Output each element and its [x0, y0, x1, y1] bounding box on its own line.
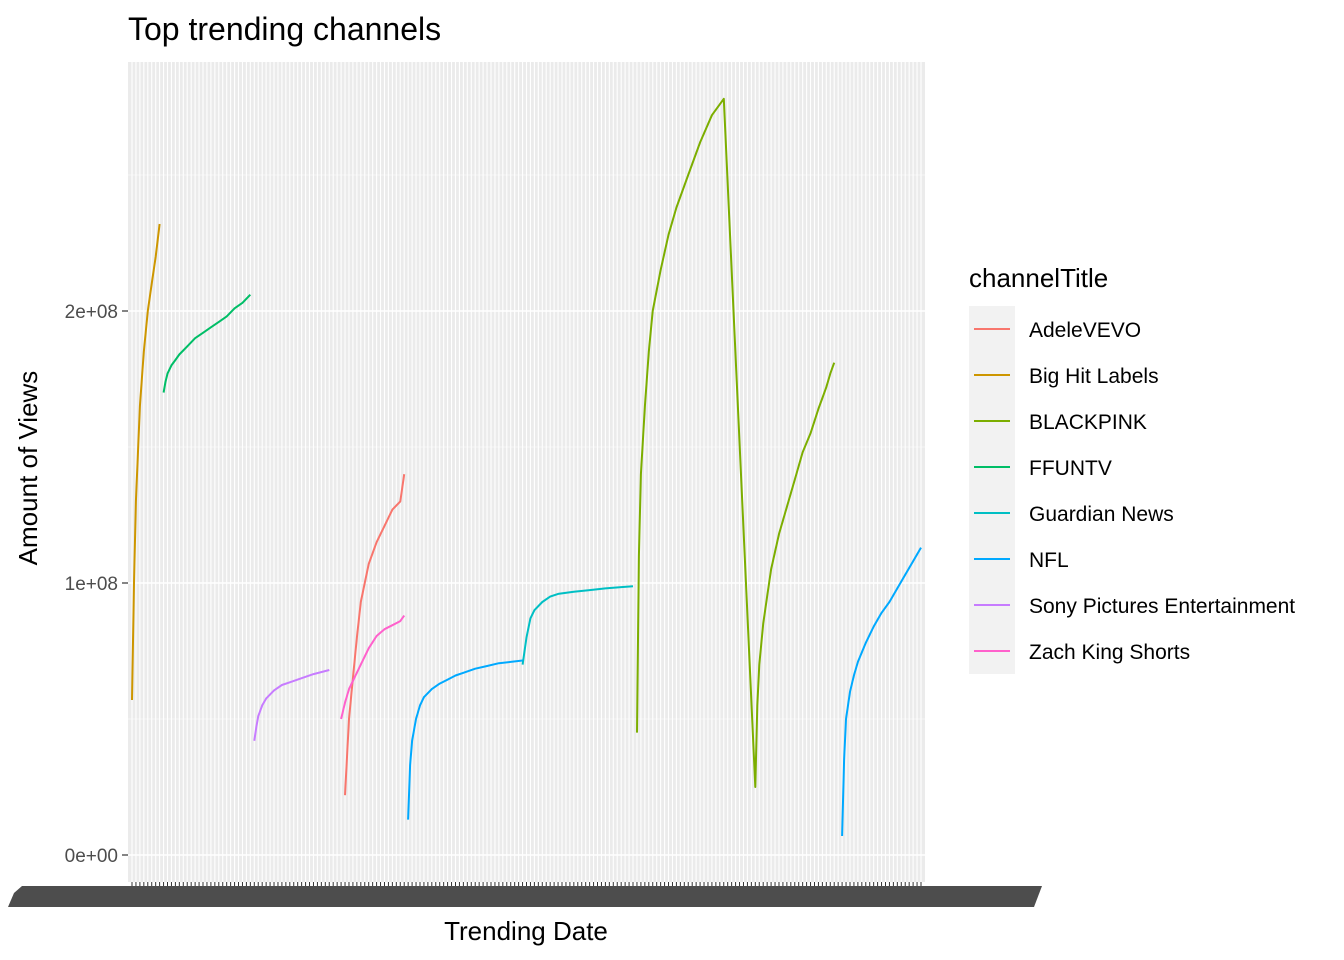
series-nfl [407, 547, 922, 837]
series-ffuntv [162, 294, 252, 393]
series-big-hit-labels [131, 223, 161, 701]
y-axis: 0e+00 1e+08 2e+08 [65, 302, 128, 867]
series-sony-pictures-entertainment [253, 669, 330, 741]
x-axis [8, 882, 1042, 907]
x-tick-labels-overplotted [8, 886, 1042, 907]
legend-title: channelTitle [969, 263, 1108, 293]
legend-label: Guardian News [1029, 503, 1174, 526]
legend-label: Big Hit Labels [1029, 365, 1159, 388]
series-zach-king-shorts [340, 615, 406, 720]
series-line [407, 659, 523, 820]
series-layer [131, 97, 922, 837]
legend-label: AdeleVEVO [1029, 319, 1141, 342]
series-line [162, 294, 252, 393]
legend-label: Zach King Shorts [1029, 641, 1190, 664]
grid [128, 62, 925, 882]
series-blackpink [636, 97, 836, 788]
x-axis-title: Trending Date [444, 916, 608, 946]
legend-label: FFUNTV [1029, 457, 1112, 480]
legend: channelTitle AdeleVEVO Big Hit Labels BLAC… [969, 263, 1295, 674]
series-line [131, 223, 161, 701]
series-guardian-news [521, 585, 634, 665]
series-adelevevo [344, 474, 406, 796]
legend-label: NFL [1029, 549, 1069, 572]
series-line [340, 615, 406, 720]
y-axis-title: Amount of Views [13, 371, 43, 566]
series-line [841, 547, 922, 837]
y-tick-label: 2e+08 [65, 302, 118, 323]
series-line [344, 474, 406, 796]
y-tick-label: 1e+08 [65, 574, 118, 595]
series-line [253, 669, 330, 741]
legend-label: BLACKPINK [1029, 411, 1147, 434]
legend-label: Sony Pictures Entertainment [1029, 595, 1295, 618]
chart-title: Top trending channels [128, 11, 441, 47]
y-tick-label: 0e+00 [65, 846, 118, 867]
series-line [521, 585, 634, 665]
series-line [636, 97, 836, 788]
